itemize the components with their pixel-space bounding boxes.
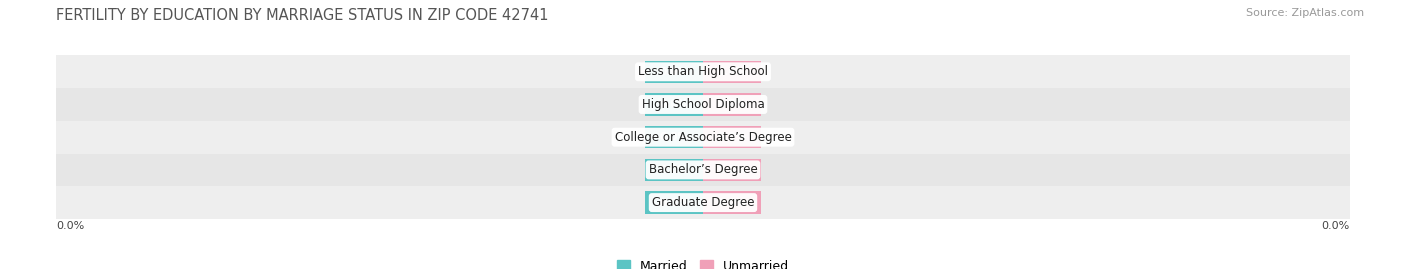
Text: FERTILITY BY EDUCATION BY MARRIAGE STATUS IN ZIP CODE 42741: FERTILITY BY EDUCATION BY MARRIAGE STATU…: [56, 8, 548, 23]
Bar: [703, 93, 761, 116]
Bar: [56, 88, 1350, 121]
Bar: [56, 186, 1350, 219]
Text: College or Associate’s Degree: College or Associate’s Degree: [614, 131, 792, 144]
Legend: Married, Unmarried: Married, Unmarried: [612, 255, 794, 269]
Text: 0.0%: 0.0%: [1322, 221, 1350, 231]
Text: 0.0%: 0.0%: [717, 67, 747, 77]
Text: 0.0%: 0.0%: [717, 100, 747, 109]
Text: 0.0%: 0.0%: [659, 132, 689, 142]
Text: 0.0%: 0.0%: [659, 67, 689, 77]
Bar: [703, 192, 761, 214]
Bar: [56, 121, 1350, 154]
Text: 0.0%: 0.0%: [56, 221, 84, 231]
Text: 0.0%: 0.0%: [717, 198, 747, 208]
Bar: [703, 126, 761, 148]
Text: Less than High School: Less than High School: [638, 65, 768, 78]
Text: Graduate Degree: Graduate Degree: [652, 196, 754, 209]
Text: 0.0%: 0.0%: [659, 100, 689, 109]
Bar: [645, 126, 703, 148]
Text: 0.0%: 0.0%: [659, 165, 689, 175]
Bar: [703, 159, 761, 181]
Bar: [645, 93, 703, 116]
Bar: [645, 192, 703, 214]
Text: High School Diploma: High School Diploma: [641, 98, 765, 111]
Text: 0.0%: 0.0%: [659, 198, 689, 208]
Bar: [56, 154, 1350, 186]
Text: 0.0%: 0.0%: [717, 132, 747, 142]
Bar: [645, 61, 703, 83]
Bar: [703, 61, 761, 83]
Bar: [645, 159, 703, 181]
Text: 0.0%: 0.0%: [717, 165, 747, 175]
Text: Bachelor’s Degree: Bachelor’s Degree: [648, 163, 758, 176]
Bar: [56, 55, 1350, 88]
Text: Source: ZipAtlas.com: Source: ZipAtlas.com: [1246, 8, 1364, 18]
